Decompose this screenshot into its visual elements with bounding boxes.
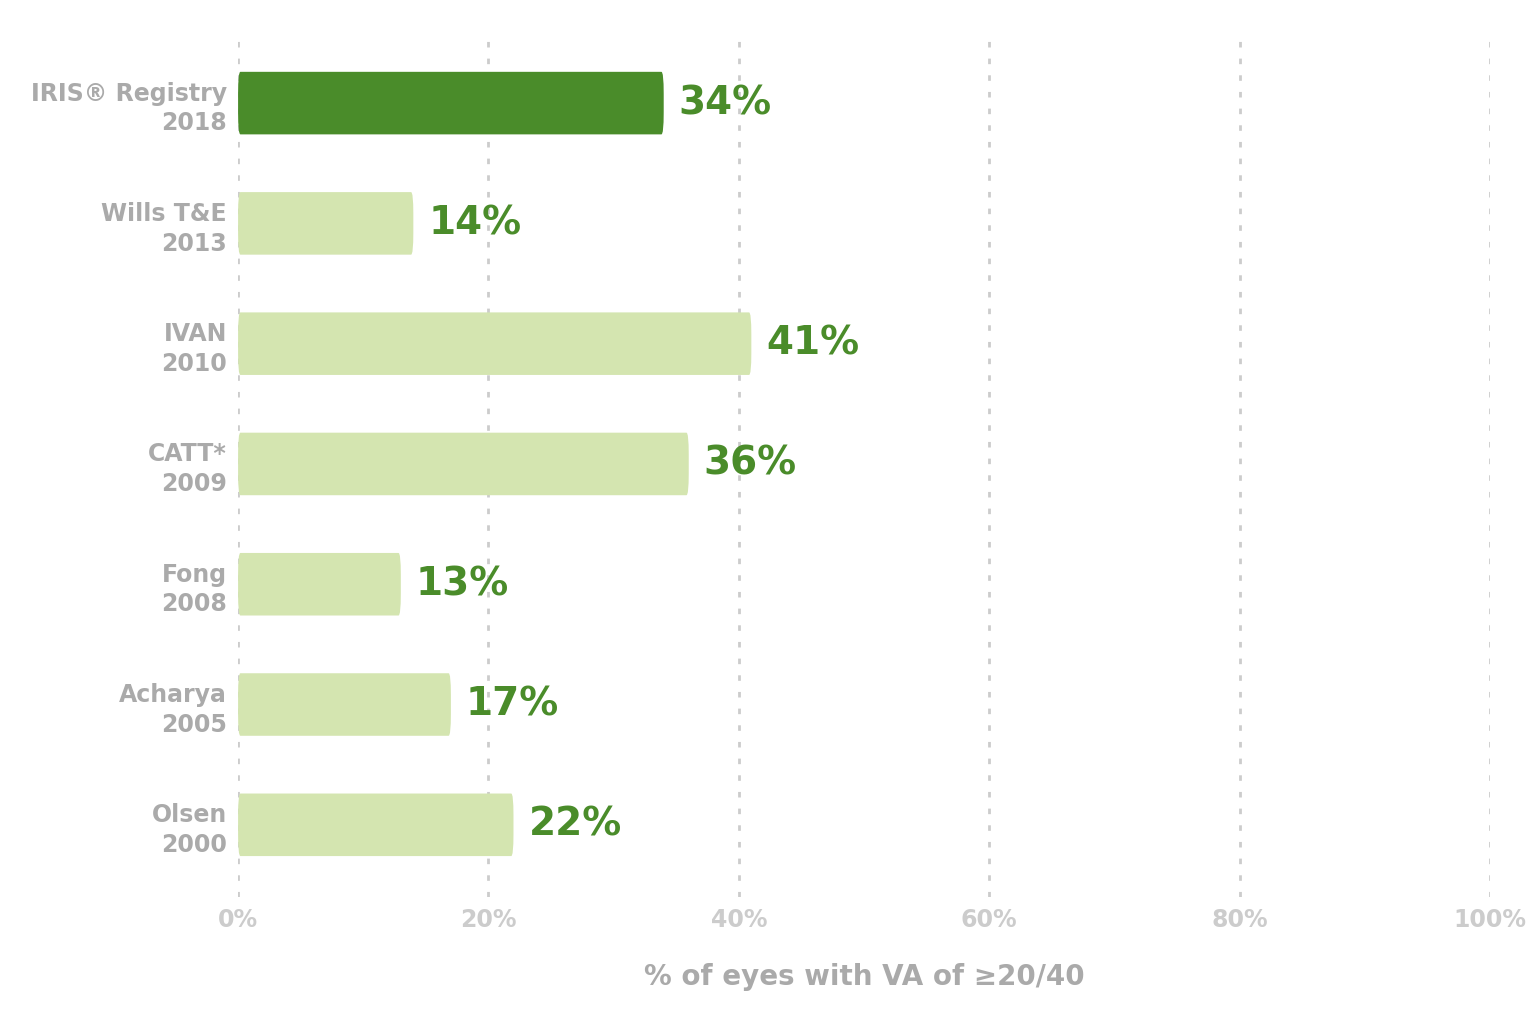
Text: 34%: 34% xyxy=(679,85,773,122)
Text: 13%: 13% xyxy=(416,565,508,603)
Text: 14%: 14% xyxy=(429,204,522,242)
FancyBboxPatch shape xyxy=(238,72,664,134)
FancyBboxPatch shape xyxy=(238,433,688,495)
FancyBboxPatch shape xyxy=(238,312,751,375)
Text: 17%: 17% xyxy=(465,686,559,724)
FancyBboxPatch shape xyxy=(238,794,513,856)
Text: 22%: 22% xyxy=(528,806,622,843)
FancyBboxPatch shape xyxy=(238,192,413,255)
FancyBboxPatch shape xyxy=(238,673,452,736)
Text: 41%: 41% xyxy=(766,325,860,363)
X-axis label: % of eyes with VA of ≥20/40: % of eyes with VA of ≥20/40 xyxy=(644,963,1084,991)
Text: 36%: 36% xyxy=(703,445,797,483)
FancyBboxPatch shape xyxy=(238,553,401,616)
